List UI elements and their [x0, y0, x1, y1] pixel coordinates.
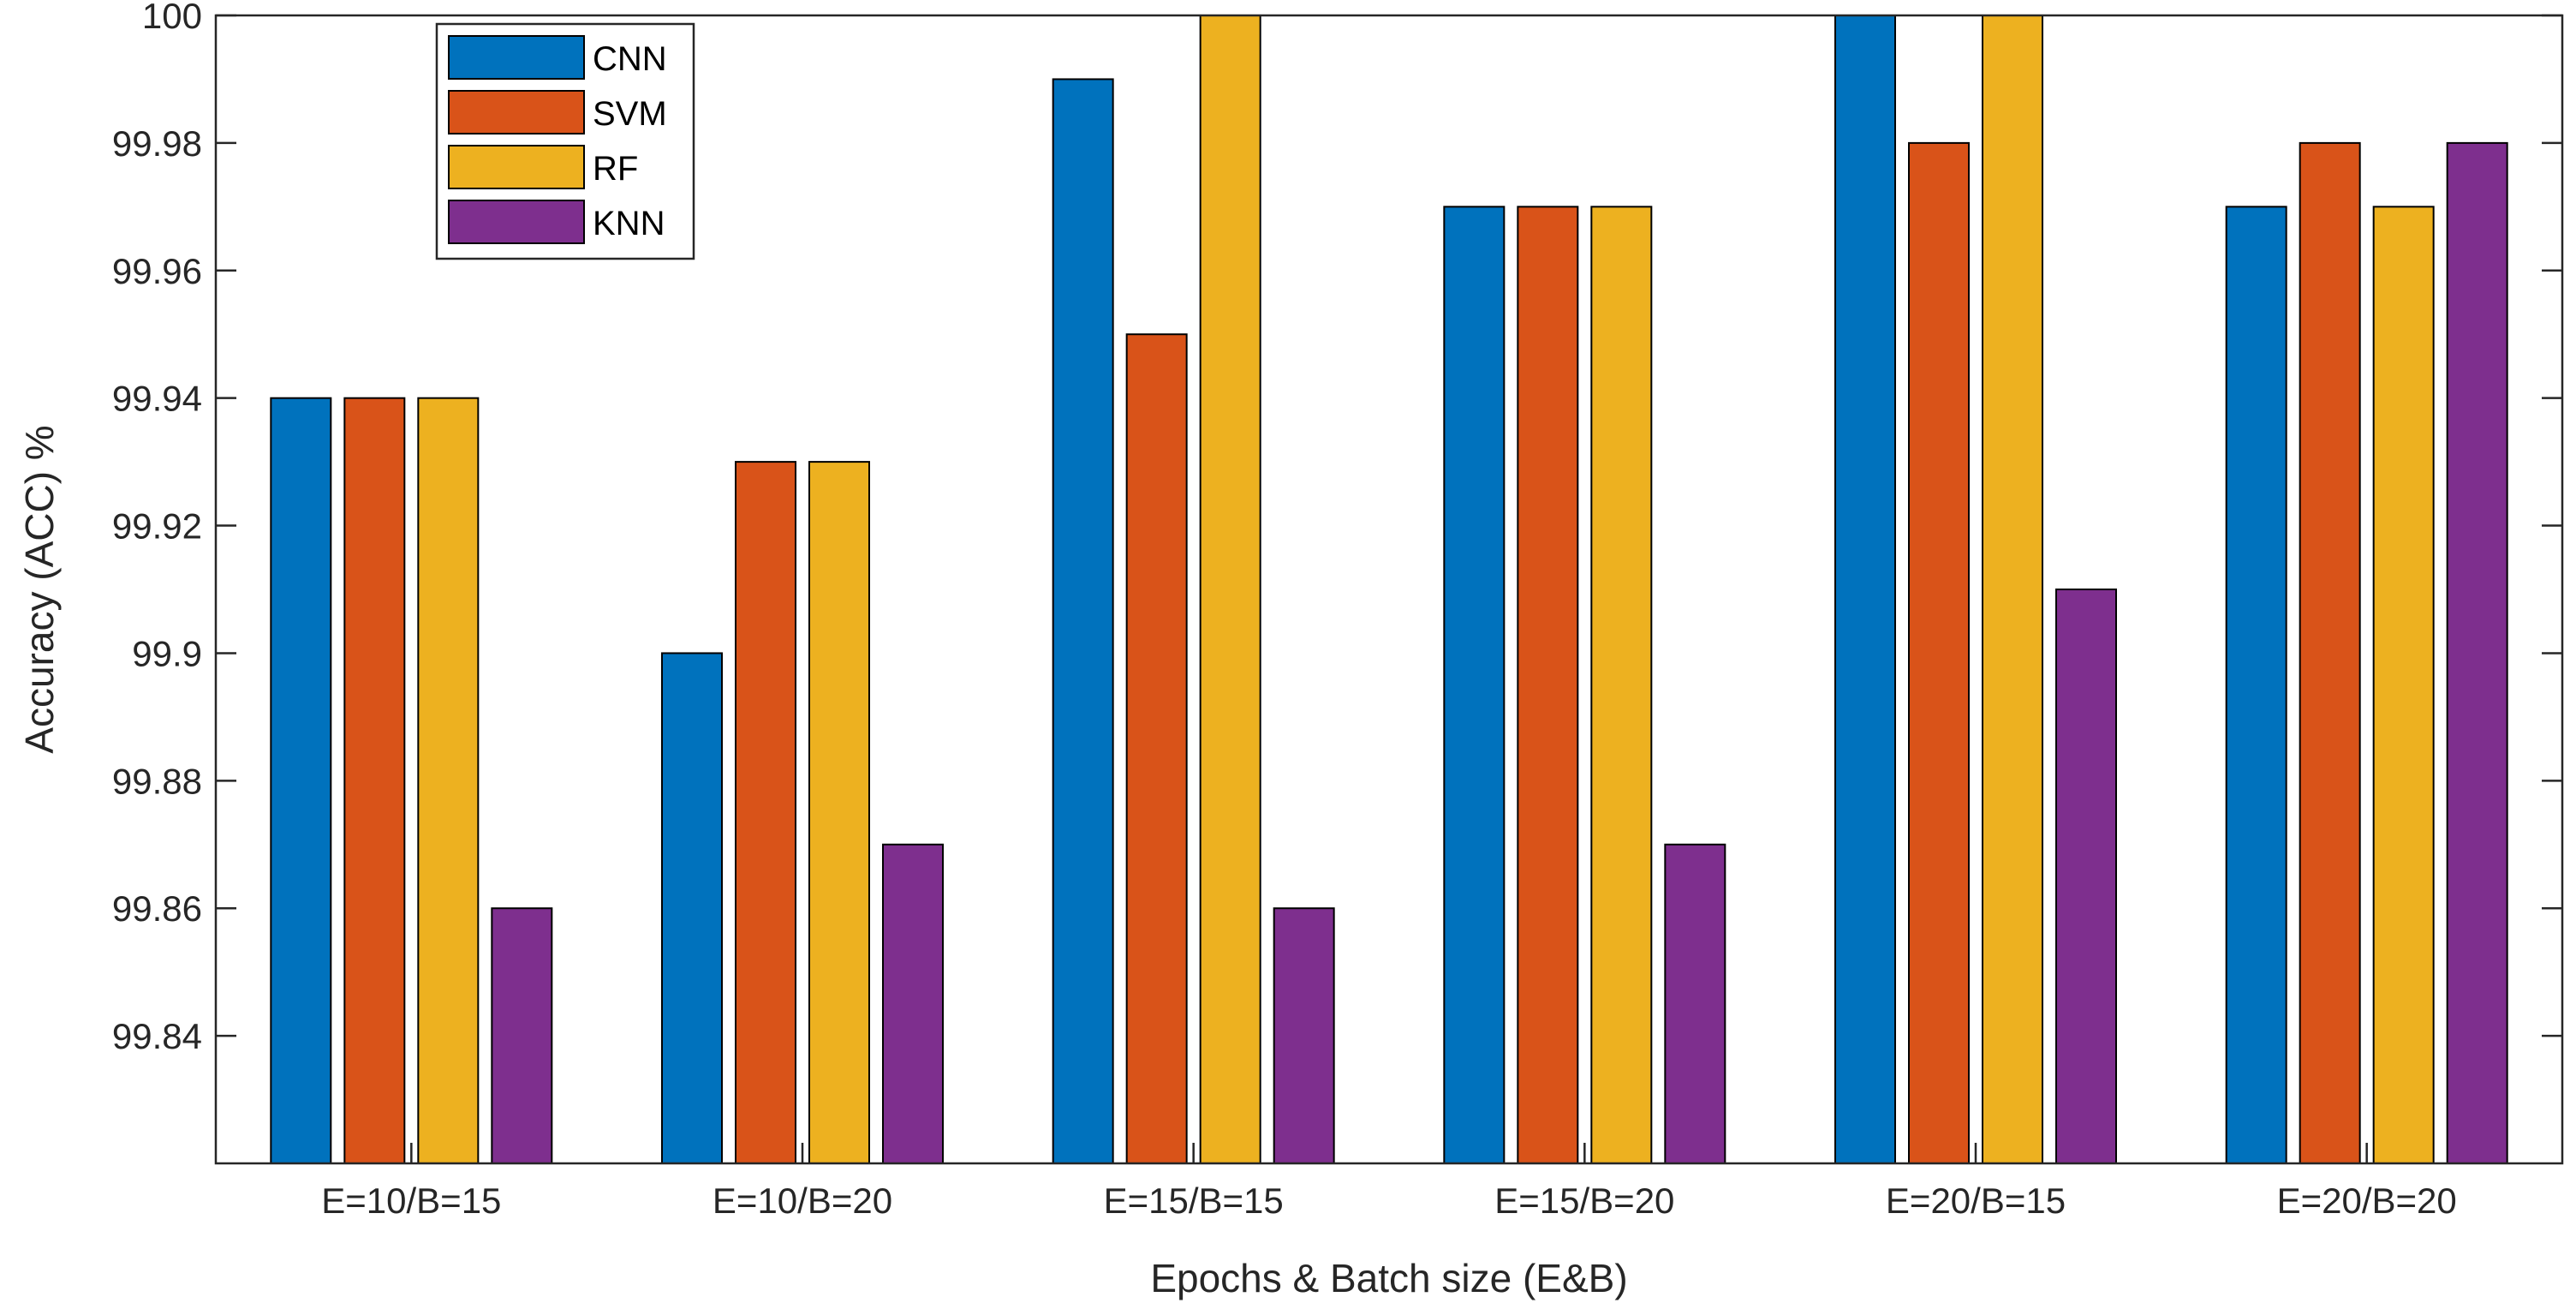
bar-cnn-3 [1052, 78, 1114, 1164]
bar-svm-6 [2299, 141, 2361, 1164]
legend-swatch-cnn [448, 35, 585, 80]
plot-frame [214, 14, 2564, 1165]
legend-label-rf: RF [593, 150, 638, 188]
y-tick-label: 99.92 [112, 506, 202, 547]
legend-swatch-knn [448, 200, 585, 244]
legend-label-knn: KNN [593, 205, 665, 242]
bar-rf-6 [2372, 206, 2435, 1164]
bar-knn-5 [2055, 589, 2117, 1164]
bar-knn-6 [2446, 141, 2508, 1164]
bar-rf-3 [1199, 15, 1261, 1164]
y-tick-label: 99.94 [112, 379, 202, 419]
x-tick-label: E=15/B=15 [1104, 1181, 1284, 1221]
legend-swatch-svm [448, 90, 585, 134]
bar-svm-2 [735, 461, 796, 1164]
y-tick-label: 99.88 [112, 761, 202, 801]
x-tick-label: E=20/B=15 [1886, 1181, 2066, 1221]
legend: CNN SVM RF KNN [435, 22, 695, 260]
bar-cnn-4 [1443, 206, 1506, 1164]
y-tick-label: 99.9 [132, 633, 202, 673]
bar-svm-5 [1908, 141, 1970, 1164]
bar-knn-2 [882, 843, 944, 1164]
bar-knn-4 [1664, 843, 1726, 1164]
bar-cnn-6 [2225, 206, 2287, 1164]
legend-label-cnn: CNN [593, 40, 667, 78]
bar-svm-1 [343, 397, 406, 1164]
bar-knn-3 [1273, 907, 1335, 1164]
bar-cnn-1 [270, 397, 332, 1164]
x-tick-label: E=20/B=20 [2277, 1181, 2457, 1221]
bar-rf-1 [417, 397, 480, 1164]
bar-rf-5 [1982, 15, 2043, 1164]
bar-rf-2 [808, 461, 870, 1164]
y-tick-label: 99.98 [112, 123, 202, 164]
x-axis-label: Epochs & Batch size (E&B) [1150, 1256, 1627, 1300]
legend-label-svm: SVM [593, 95, 667, 133]
bars-group [270, 15, 2508, 1164]
y-tick-label: 99.84 [112, 1016, 202, 1056]
y-tick-label: 99.96 [112, 251, 202, 291]
y-tick-label: 100 [142, 0, 202, 36]
bar-knn-1 [491, 907, 553, 1164]
bar-svm-3 [1125, 333, 1188, 1164]
x-tick-label: E=15/B=20 [1494, 1181, 1674, 1221]
x-tick-label: E=10/B=20 [713, 1181, 892, 1221]
bar-cnn-2 [661, 652, 723, 1164]
y-axis-label: Accuracy (ACC) % [17, 425, 62, 753]
x-tick-label: E=10/B=15 [321, 1181, 501, 1221]
bar-svm-4 [1517, 206, 1579, 1164]
legend-swatch-rf [448, 145, 585, 189]
y-tick-label: 99.86 [112, 888, 202, 929]
bar-cnn-5 [1834, 15, 1896, 1164]
axes-group: 99.84 99.86 99.88 99.9 99.92 99.94 99.96 99.98 1… [112, 0, 2562, 1221]
bar-rf-4 [1590, 206, 1653, 1164]
